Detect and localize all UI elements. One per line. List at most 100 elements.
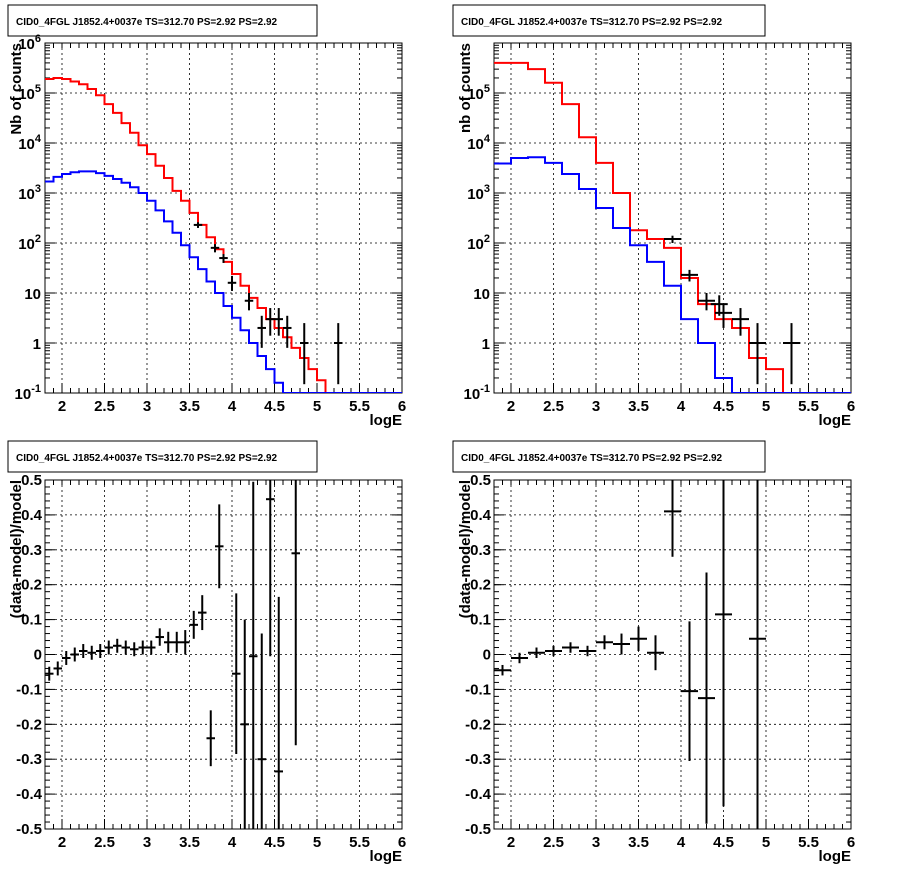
data-point <box>681 269 698 282</box>
model-source-line <box>494 156 851 393</box>
x-tick-label: 4.5 <box>264 398 285 415</box>
data-point <box>647 635 664 671</box>
title-box <box>7 4 318 37</box>
x-tick-label: 3 <box>143 834 151 851</box>
data-point <box>715 304 732 328</box>
data-point <box>138 640 147 655</box>
x-tick-label: 5 <box>313 834 321 851</box>
data-point <box>210 244 220 253</box>
y-tick-label: 10-1 <box>464 383 490 403</box>
data-point <box>53 661 62 676</box>
x-axis-label: logE <box>819 848 852 865</box>
y-tick-label: 1 <box>33 336 41 353</box>
data-point <box>300 323 309 385</box>
y-tick-label: 1 <box>482 336 490 353</box>
plot-frame <box>44 479 403 830</box>
x-tick-label: 6 <box>847 834 855 851</box>
y-tick-label: 0.3 <box>470 542 491 559</box>
chart-title: CID0_4FGL J1852.4+0037e TS=312.70 PS=2.9… <box>16 453 278 464</box>
data-point <box>596 635 613 650</box>
data-point <box>681 621 698 761</box>
y-tick-label: 102 <box>467 233 490 253</box>
x-tick-label: 2 <box>507 398 515 415</box>
series-group <box>45 480 300 829</box>
y-tick-label: 0.3 <box>21 542 42 559</box>
data-point <box>579 645 596 657</box>
data-point <box>249 481 258 829</box>
x-tick-label: 2 <box>507 834 515 851</box>
chart-title: CID0_4FGL J1852.4+0037e TS=312.70 PS=2.9… <box>16 17 278 28</box>
y-tick-label: 104 <box>18 133 42 153</box>
data-point <box>147 640 156 655</box>
data-point <box>45 666 54 681</box>
x-tick-label: 2 <box>58 834 66 851</box>
y-axis-label: (data-model)/model <box>8 480 25 618</box>
data-point <box>494 664 511 676</box>
data-point <box>783 323 800 385</box>
y-tick-label: 105 <box>467 83 490 103</box>
chart-title: CID0_4FGL J1852.4+0037e TS=312.70 PS=2.9… <box>461 453 723 464</box>
x-tick-label: 5 <box>762 834 770 851</box>
y-tick-label: 103 <box>18 183 41 203</box>
x-tick-label: 2.5 <box>94 398 115 415</box>
x-tick-label: 3 <box>143 398 151 415</box>
x-tick-label: 5 <box>762 398 770 415</box>
x-tick-label: 3.5 <box>628 398 649 415</box>
y-tick-label: -0.2 <box>465 716 491 733</box>
data-point <box>274 596 283 829</box>
data-point <box>749 480 766 829</box>
y-tick-label: 10-1 <box>15 383 41 403</box>
y-tick-label: 0.2 <box>470 577 491 594</box>
y-tick-label: 10 <box>473 286 490 303</box>
chart-panel-4: CID0_4FGL J1852.4+0037e TS=312.70 PS=2.9… <box>452 440 855 865</box>
data-point <box>732 308 749 336</box>
x-tick-label: 5.5 <box>798 834 819 851</box>
plot-frame <box>493 42 852 394</box>
model-source-line <box>45 170 402 393</box>
data-point <box>70 647 79 662</box>
y-tick-label: 103 <box>467 183 490 203</box>
y-tick-label: -0.3 <box>465 751 491 768</box>
data-point <box>164 631 173 653</box>
x-tick-label: 3.5 <box>179 834 200 851</box>
data-point <box>283 315 292 348</box>
x-tick-label: 2.5 <box>543 834 564 851</box>
data-point <box>62 651 71 665</box>
y-tick-label: 106 <box>18 33 41 53</box>
data-point <box>155 628 164 646</box>
data-point <box>240 619 249 829</box>
y-tick-label: -0.5 <box>465 821 491 838</box>
data-point <box>257 633 266 829</box>
x-tick-label: 3 <box>592 398 600 415</box>
data-point <box>79 644 88 658</box>
data-point <box>715 480 732 807</box>
x-tick-label: 5.5 <box>798 398 819 415</box>
y-tick-label: -0.4 <box>16 786 43 803</box>
y-tick-label: 0.1 <box>21 612 42 629</box>
data-point <box>113 638 122 653</box>
y-tick-label: 0.4 <box>21 507 43 524</box>
data-point <box>698 293 715 311</box>
x-axis-label: logE <box>370 848 403 865</box>
y-tick-label: 0.1 <box>470 612 491 629</box>
data-point <box>291 480 300 746</box>
chart-panel-1: CID0_4FGL J1852.4+0037e TS=312.70 PS=2.9… <box>7 4 406 429</box>
data-point <box>104 640 113 655</box>
data-point <box>219 254 228 263</box>
y-tick-label: -0.3 <box>16 751 42 768</box>
model-total-line <box>494 61 851 393</box>
chart-panel-2: CID0_4FGL J1852.4+0037e TS=312.70 PS=2.9… <box>452 4 855 429</box>
x-tick-label: 6 <box>398 834 406 851</box>
data-point <box>511 652 528 664</box>
data-point <box>96 644 105 658</box>
x-tick-label: 5.5 <box>349 834 370 851</box>
y-tick-label: 0.5 <box>21 472 42 489</box>
x-tick-label: 6 <box>847 398 855 415</box>
y-tick-label: 0.2 <box>21 577 42 594</box>
data-point <box>630 626 647 652</box>
series-group <box>45 76 402 393</box>
x-tick-label: 4.5 <box>713 398 734 415</box>
series-group <box>494 61 851 393</box>
data-point <box>562 642 579 653</box>
